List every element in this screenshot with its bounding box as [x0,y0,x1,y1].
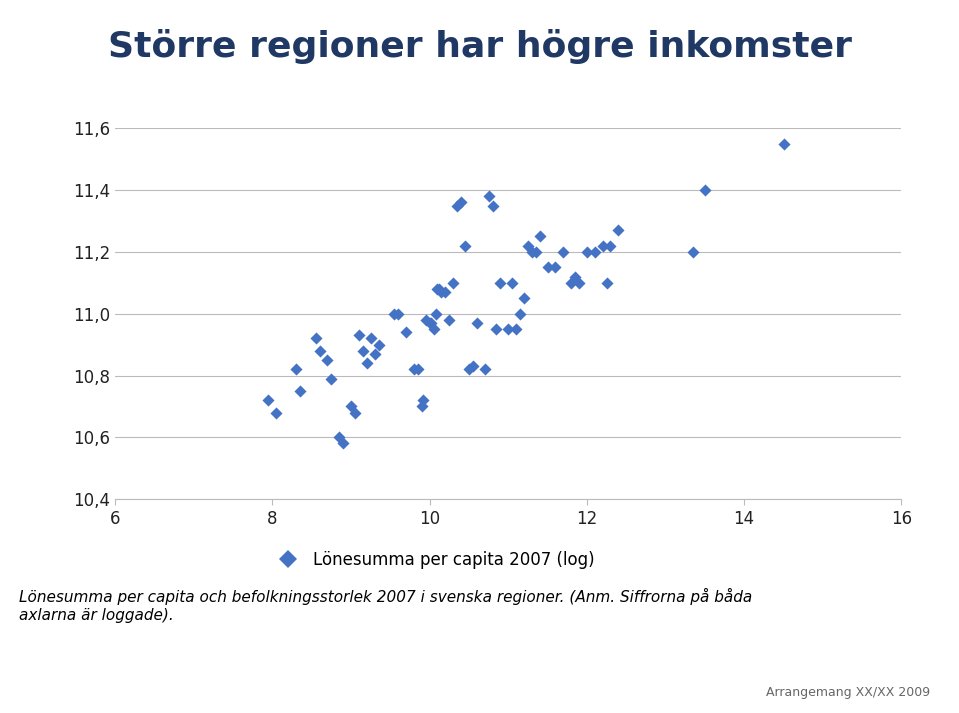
Point [579,246,595,257]
Point [347,407,363,419]
Point [598,277,614,289]
Point [477,364,492,375]
Point [323,373,339,384]
Point [528,246,544,257]
Point [359,357,374,369]
Point [429,308,444,319]
Point [407,364,422,375]
Point [319,354,335,366]
Point [603,240,619,252]
Point [587,246,602,257]
Point [595,240,610,252]
Point [390,308,406,319]
Point [489,324,504,335]
Point [461,364,477,375]
Point [776,138,791,150]
Point [572,277,587,289]
Legend: Lönesumma per capita 2007 (log): Lönesumma per capita 2007 (log) [265,545,601,576]
Point [292,385,308,396]
Point [367,348,383,359]
Point [501,324,516,335]
Point [355,345,370,356]
Point [568,271,583,282]
Point [548,262,563,273]
Text: Arrangemang XX/XX 2009: Arrangemang XX/XX 2009 [766,686,930,699]
Point [312,345,327,356]
Point [454,197,469,208]
Point [414,401,430,412]
Point [450,200,465,211]
Point [540,262,555,273]
Point [398,327,413,338]
Point [493,277,508,289]
Point [415,394,431,406]
Point [308,333,323,344]
Point [504,277,520,289]
Point [555,246,571,257]
Point [465,361,480,372]
Text: Större regioner har högre inkomster: Större regioner har högre inkomster [107,29,852,63]
Point [516,292,531,304]
Point [371,339,386,350]
Point [508,324,524,335]
Point [351,329,366,341]
Point [611,225,626,236]
Point [441,314,456,326]
Point [363,333,378,344]
Point [446,277,461,289]
Point [422,317,437,329]
Point [480,190,497,202]
Point [343,401,359,412]
Point [430,283,445,294]
Point [437,287,453,298]
Point [336,438,351,449]
Point [520,240,535,252]
Text: Lönesumma per capita och befolkningsstorlek 2007 i svenska regioner. (Anm. Siffr: Lönesumma per capita och befolkningsstor… [19,588,753,622]
Point [686,246,701,257]
Point [512,308,527,319]
Point [532,231,548,242]
Point [410,364,426,375]
Point [424,317,439,329]
Point [485,200,501,211]
Point [525,246,540,257]
Point [564,277,579,289]
Point [697,185,713,196]
Point [269,407,284,419]
Point [289,364,304,375]
Point [469,317,484,329]
Point [418,314,433,326]
Point [432,283,447,294]
Point [261,394,276,406]
Point [332,431,347,443]
Point [433,287,449,298]
Point [426,324,441,335]
Point [457,240,473,252]
Point [386,308,402,319]
